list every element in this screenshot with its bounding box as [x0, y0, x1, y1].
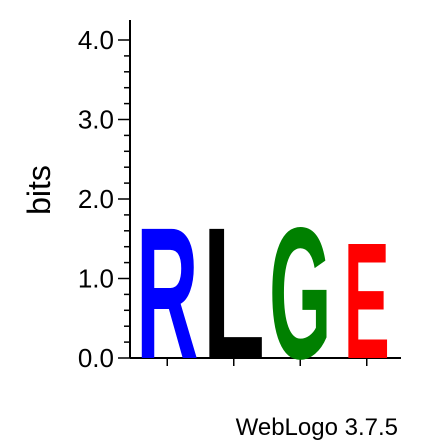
y-axis-ticks — [118, 39, 130, 359]
logo-letter-e: E — [344, 208, 390, 393]
y-axis-title: bits — [21, 165, 57, 215]
logo-letter-r: R — [136, 188, 198, 397]
y-tick-label: 0.0 — [78, 343, 114, 373]
y-tick-label: 4.0 — [78, 25, 114, 55]
y-tick-label: 3.0 — [78, 105, 114, 135]
logo-letter-l: L — [203, 189, 265, 399]
logo-letter-g: G — [269, 188, 331, 399]
y-tick-label: 1.0 — [78, 264, 114, 294]
x-axis-ticks — [166, 358, 368, 366]
y-tick-label: 2.0 — [78, 184, 114, 214]
y-tick-labels: 0.0 1.0 2.0 3.0 4.0 — [78, 25, 114, 373]
footer-version-label: WebLogo 3.7.5 — [236, 414, 398, 441]
